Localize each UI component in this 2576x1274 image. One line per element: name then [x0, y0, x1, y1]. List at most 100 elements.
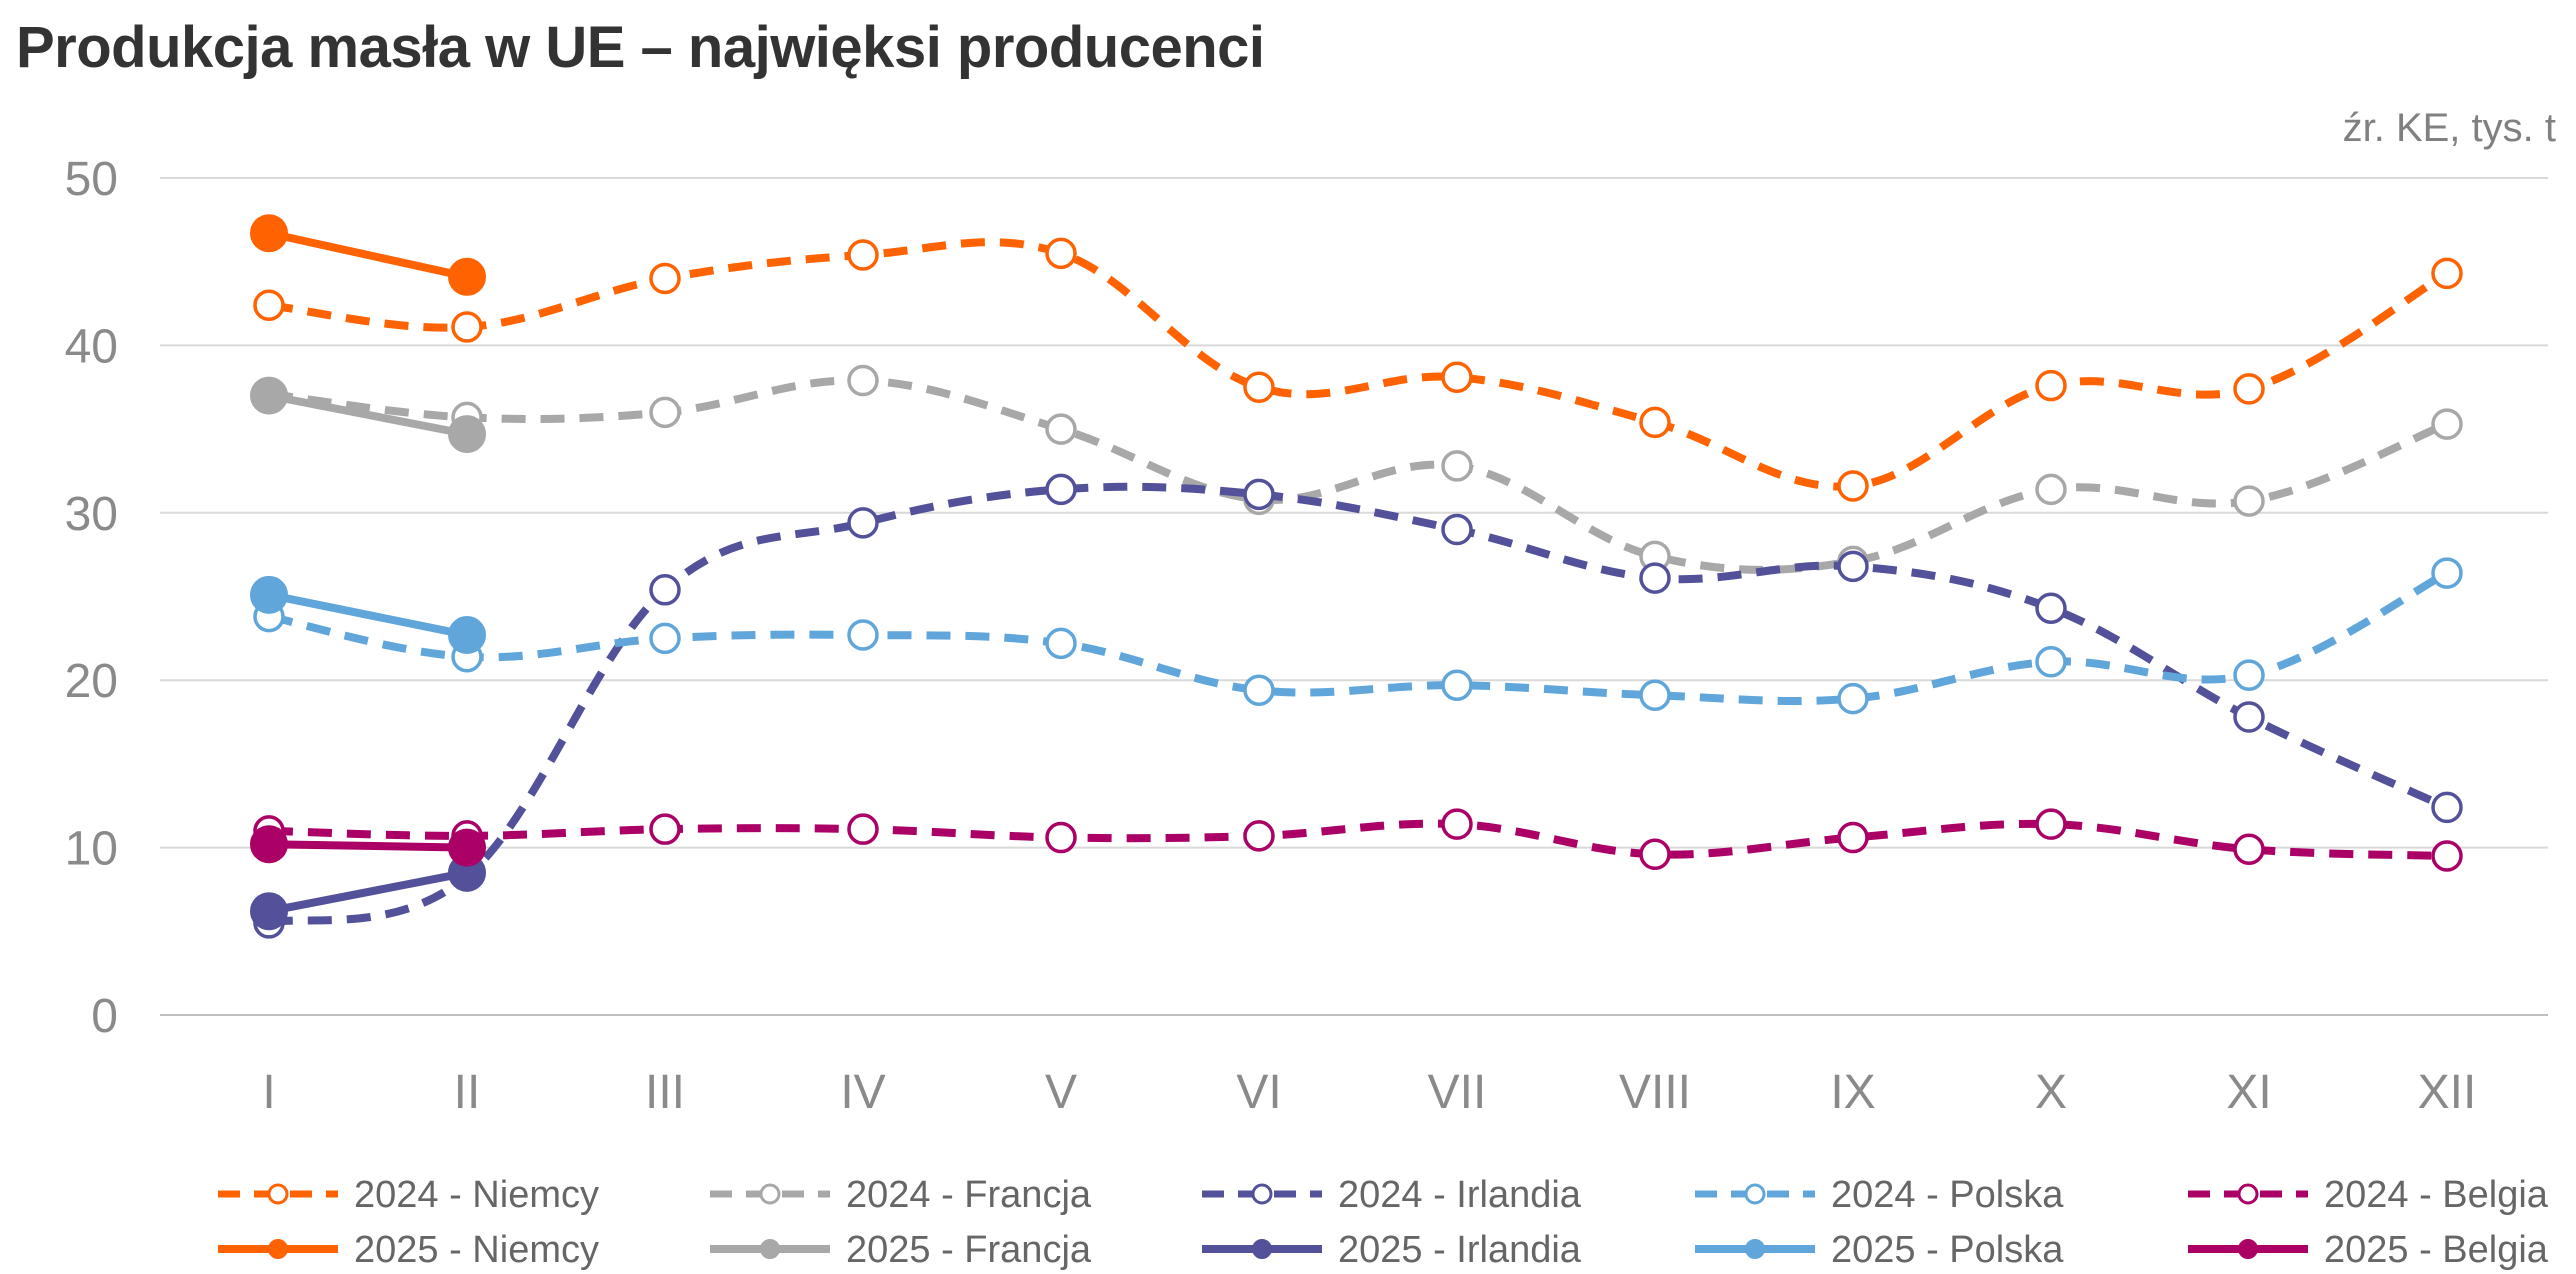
- series-line: [265, 590, 471, 640]
- legend-marker: [2237, 1183, 2259, 1205]
- data-point: [1441, 669, 1473, 701]
- data-point: [847, 507, 879, 539]
- chart-title: Produkcja masła w UE – najwięksi produce…: [16, 15, 1265, 80]
- legend-marker: [1251, 1183, 1273, 1205]
- data-point: [1441, 808, 1473, 840]
- x-tick-label: VIII: [1619, 1066, 1691, 1119]
- y-axis: 0 10 20 30 40 50: [65, 153, 118, 1043]
- y-tick-label: 30: [65, 488, 118, 541]
- series-2024-polska: [253, 557, 2463, 715]
- chart-source: źr. KE, tys. t: [2342, 106, 2556, 150]
- legend-marker: [267, 1183, 289, 1205]
- data-point: [448, 257, 486, 296]
- data-point: [1837, 682, 1869, 715]
- legend-label: 2024 - Irlandia: [1338, 1174, 1582, 1216]
- data-point: [847, 619, 879, 651]
- series-line: [268, 376, 2449, 574]
- data-point: [250, 825, 288, 864]
- data-point: [649, 396, 681, 429]
- data-point: [250, 892, 288, 931]
- legend-label: 2025 - Irlandia: [1338, 1229, 1582, 1271]
- series-2025-irlandia: [250, 853, 486, 931]
- series-2025-niemcy: [250, 214, 486, 296]
- x-tick-label: XII: [2418, 1066, 2477, 1119]
- series-2025-francja: [250, 376, 486, 454]
- data-point: [847, 239, 879, 271]
- data-point: [1837, 550, 1869, 583]
- data-point: [451, 311, 483, 343]
- data-point: [1639, 838, 1671, 871]
- x-tick-label: IV: [840, 1066, 885, 1119]
- legend-marker: [2238, 1239, 2258, 1259]
- legend-item-2025-polska: 2025 - Polska: [1695, 1229, 2064, 1271]
- data-point: [1639, 562, 1671, 594]
- legend-item-2024-francja: 2024 - Francja: [710, 1174, 1092, 1216]
- legend-label: 2024 - Belgia: [2324, 1174, 2549, 1216]
- gridlines: [160, 177, 2548, 1016]
- legend-item-2025-irlandia: 2025 - Irlandia: [1202, 1229, 1582, 1271]
- legend-marker: [268, 1239, 288, 1259]
- x-tick-label: II: [454, 1066, 481, 1119]
- series-layer: [250, 214, 2463, 939]
- data-point: [2035, 808, 2067, 840]
- data-point: [2035, 592, 2067, 624]
- data-point: [448, 415, 486, 454]
- data-point: [2233, 373, 2265, 405]
- data-point: [1441, 450, 1473, 482]
- legend-label: 2024 - Niemcy: [354, 1174, 599, 1216]
- series-line: [268, 819, 2448, 860]
- data-point: [253, 289, 285, 321]
- legend-item-2024-niemcy: 2024 - Niemcy: [218, 1174, 599, 1216]
- series-2025-belgia: [250, 825, 486, 867]
- series-2024-belgia: [253, 808, 2463, 872]
- series-line: [265, 840, 471, 852]
- data-point: [1243, 478, 1275, 511]
- data-point: [2035, 369, 2067, 402]
- series-line: [268, 569, 2449, 705]
- legend-marker: [1745, 1239, 1765, 1259]
- data-point: [1045, 821, 1077, 854]
- x-tick-label: IX: [1830, 1066, 1875, 1119]
- data-point: [649, 813, 681, 845]
- data-point: [2035, 646, 2067, 678]
- x-tick-label: I: [262, 1066, 275, 1119]
- data-point: [1441, 361, 1473, 393]
- data-point: [847, 364, 879, 397]
- y-tick-label: 50: [65, 153, 118, 206]
- data-point: [448, 616, 486, 655]
- x-tick-label: VI: [1236, 1066, 1281, 1119]
- legend-item-2025-belgia: 2025 - Belgia: [2188, 1229, 2549, 1271]
- data-point: [2431, 408, 2463, 440]
- x-tick-label: III: [645, 1066, 685, 1119]
- legend-item-2025-francja: 2025 - Francja: [710, 1229, 1092, 1271]
- x-tick-label: XI: [2226, 1066, 2271, 1119]
- data-point: [847, 813, 879, 845]
- legend-label: 2025 - Niemcy: [354, 1229, 599, 1271]
- data-point: [1045, 237, 1077, 270]
- legend-label: 2025 - Polska: [1831, 1229, 2064, 1271]
- data-point: [2431, 791, 2463, 824]
- series-line: [265, 229, 471, 281]
- series-line: [265, 391, 471, 439]
- data-point: [1045, 627, 1077, 660]
- data-point: [2431, 557, 2463, 589]
- data-point: [250, 575, 288, 614]
- legend-marker: [1744, 1183, 1766, 1205]
- series-line: [268, 482, 2449, 927]
- data-point: [250, 214, 288, 253]
- data-point: [2233, 659, 2265, 691]
- series-line: [265, 868, 471, 916]
- data-point: [2233, 701, 2265, 733]
- data-point: [448, 828, 486, 867]
- data-point: [1837, 821, 1869, 854]
- legend-marker: [759, 1183, 781, 1205]
- legend-label: 2024 - Polska: [1831, 1174, 2064, 1216]
- legend-label: 2025 - Francja: [846, 1229, 1092, 1271]
- data-point: [2035, 473, 2067, 506]
- series-2024-francja: [253, 364, 2463, 578]
- series-line: [268, 238, 2450, 491]
- legend-item-2024-irlandia: 2024 - Irlandia: [1202, 1174, 1582, 1216]
- y-tick-label: 40: [65, 320, 118, 373]
- data-point: [1243, 674, 1275, 706]
